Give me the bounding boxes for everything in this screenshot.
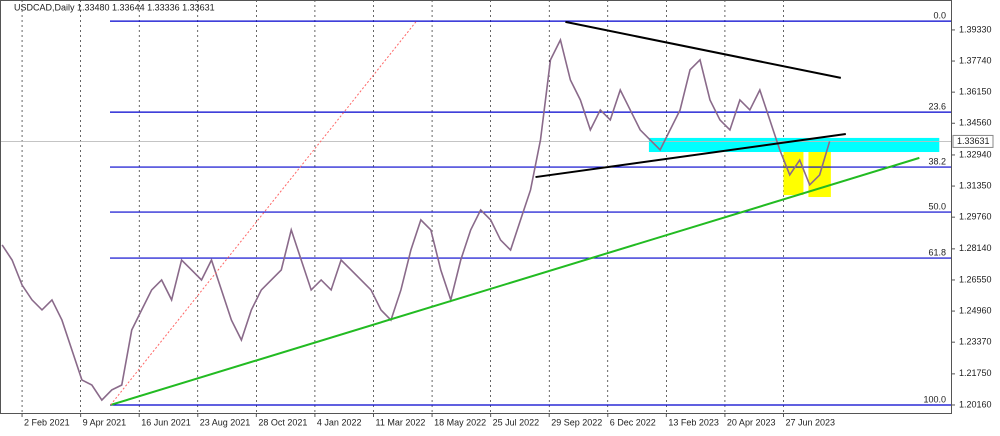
y-tick-label: 1.24960	[959, 305, 992, 315]
y-tick-label: 1.26550	[959, 274, 992, 284]
fib-label: 100.0	[923, 394, 946, 404]
price-tag-label: 1.33631	[957, 136, 990, 146]
fib-label: 38.2	[928, 156, 946, 166]
fib-label: 61.8	[928, 247, 946, 257]
x-tick-label: 29 Sep 2022	[551, 417, 602, 427]
plot-frame	[0, 0, 952, 414]
x-tick-label: 11 Mar 2022	[375, 417, 425, 427]
chart-title: USDCAD,Daily 1.33480 1.33644 1.33336 1.3…	[14, 2, 215, 12]
y-tick-label: 1.39330	[959, 24, 992, 34]
plot-area: 0.0 23.6 38.2 50.0 61.8 100.0	[0, 0, 951, 413]
x-tick-label: 23 Aug 2021	[200, 417, 251, 427]
x-tick-label: 28 Oct 2021	[258, 417, 307, 427]
y-tick-label: 1.31350	[959, 180, 992, 190]
trend-line	[565, 20, 842, 79]
y-tick-label: 1.21750	[959, 368, 992, 378]
x-tick-label: 25 Jul 2022	[493, 417, 540, 427]
trend-line	[110, 156, 920, 406]
y-tick-label: 1.23370	[959, 337, 992, 347]
x-tick-label: 2 Feb 2021	[24, 417, 70, 427]
y-tick-label: 1.32940	[959, 149, 992, 159]
y-tick-label: 1.36150	[959, 87, 992, 97]
x-tick-label: 6 Dec 2022	[610, 417, 656, 427]
trend-line	[110, 21, 417, 406]
y-tick-label: 1.20160	[959, 399, 992, 409]
x-tick-label: 20 Apr 2023	[727, 417, 776, 427]
fib-label: 23.6	[928, 101, 946, 111]
x-tick-label: 18 May 2022	[434, 417, 486, 427]
price-line	[1, 37, 831, 402]
trend-line	[535, 133, 846, 179]
y-tick-label: 1.37740	[959, 55, 992, 65]
y-tick-label: 1.29760	[959, 212, 992, 222]
x-tick-label: 9 Apr 2021	[83, 417, 127, 427]
x-tick-label: 4 Jan 2022	[317, 417, 362, 427]
zone	[648, 137, 940, 153]
fib-label: 0.0	[933, 11, 946, 21]
x-tick-label: 16 Jun 2021	[141, 417, 191, 427]
zone	[783, 152, 804, 196]
price-tag	[952, 134, 994, 148]
y-tick-label: 1.28140	[959, 243, 992, 253]
x-tick-label: 27 Jun 2023	[786, 417, 836, 427]
x-tick-label: 13 Feb 2023	[668, 417, 719, 427]
y-tick-label: 1.34560	[959, 118, 992, 128]
fib-label: 50.0	[928, 201, 946, 211]
